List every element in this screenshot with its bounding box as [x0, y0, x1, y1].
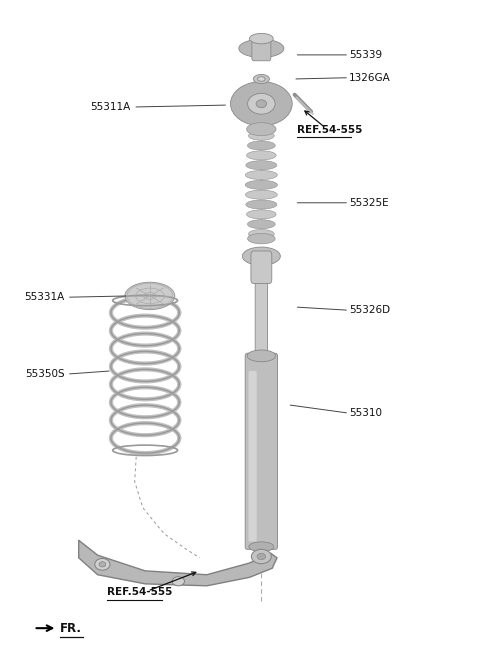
FancyBboxPatch shape	[249, 371, 257, 541]
Ellipse shape	[239, 39, 284, 58]
FancyBboxPatch shape	[255, 278, 267, 359]
Ellipse shape	[95, 558, 110, 570]
Ellipse shape	[246, 200, 277, 209]
Ellipse shape	[248, 141, 275, 150]
Ellipse shape	[248, 219, 275, 229]
Ellipse shape	[99, 562, 106, 567]
Text: REF.54-555: REF.54-555	[107, 587, 172, 597]
Text: FR.: FR.	[60, 622, 82, 635]
Ellipse shape	[245, 190, 277, 199]
Ellipse shape	[253, 74, 269, 83]
Ellipse shape	[249, 542, 274, 552]
Text: 55331A: 55331A	[24, 292, 64, 302]
Ellipse shape	[250, 34, 273, 44]
Ellipse shape	[172, 577, 184, 586]
Ellipse shape	[248, 233, 275, 244]
Text: 55311A: 55311A	[91, 102, 131, 112]
Ellipse shape	[230, 81, 292, 126]
Text: 1326GA: 1326GA	[349, 73, 391, 83]
FancyBboxPatch shape	[252, 40, 271, 60]
Text: 55325E: 55325E	[349, 198, 389, 208]
FancyBboxPatch shape	[251, 251, 272, 284]
Ellipse shape	[246, 160, 277, 170]
Text: 55326D: 55326D	[349, 306, 390, 315]
Ellipse shape	[245, 170, 277, 179]
Ellipse shape	[249, 131, 274, 140]
Text: 55350S: 55350S	[25, 369, 64, 379]
Ellipse shape	[247, 123, 276, 136]
Polygon shape	[79, 540, 277, 586]
Text: 55310: 55310	[349, 408, 382, 419]
Ellipse shape	[252, 549, 271, 564]
Ellipse shape	[248, 93, 275, 114]
FancyBboxPatch shape	[245, 353, 277, 549]
Ellipse shape	[258, 77, 265, 81]
Ellipse shape	[257, 553, 265, 560]
Text: 55339: 55339	[349, 50, 382, 60]
Ellipse shape	[242, 247, 280, 265]
Ellipse shape	[245, 180, 277, 189]
Ellipse shape	[256, 100, 266, 108]
Ellipse shape	[249, 229, 274, 238]
Ellipse shape	[125, 283, 175, 309]
Ellipse shape	[247, 151, 276, 160]
Text: REF.54-555: REF.54-555	[297, 125, 362, 135]
Ellipse shape	[247, 350, 276, 362]
Ellipse shape	[247, 210, 276, 219]
